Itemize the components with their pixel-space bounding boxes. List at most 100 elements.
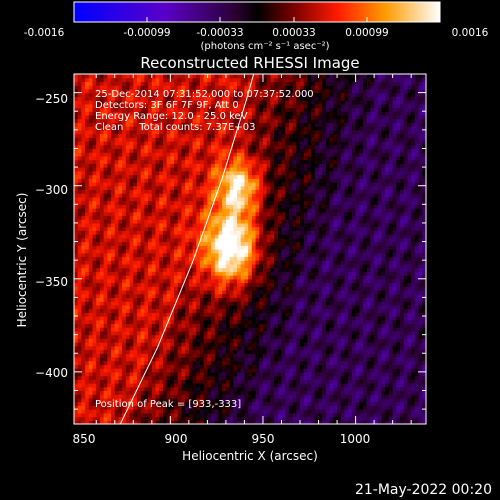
heatmap-cell [103, 304, 108, 310]
heatmap-cell [170, 215, 175, 220]
heatmap-cell [240, 100, 246, 105]
heatmap-cell [177, 390, 183, 395]
heatmap-cell [74, 319, 79, 325]
heatmap-cell [85, 178, 90, 183]
heatmap-cell [266, 77, 271, 83]
heatmap-cell [162, 401, 168, 406]
heatmap-cell [207, 196, 212, 202]
heatmap-cell [222, 379, 227, 384]
heatmap-cell [211, 103, 216, 109]
heatmap-cell [155, 356, 160, 362]
heatmap-cell [229, 364, 234, 369]
heatmap-cell [81, 289, 86, 295]
heatmap-cell [266, 148, 271, 153]
heatmap-cell [96, 375, 101, 380]
heatmap-cell [81, 345, 86, 351]
heatmap-cell [81, 155, 86, 161]
heatmap-cell [237, 196, 242, 202]
heatmap-cell [266, 222, 271, 228]
heatmap-cell [133, 371, 138, 377]
heatmap-cell [92, 222, 97, 228]
heatmap-cell [133, 383, 138, 388]
heatmap-cell [181, 278, 186, 284]
heatmap-cell [225, 193, 231, 198]
heatmap-cell [248, 237, 253, 243]
heatmap-cell [237, 386, 242, 392]
heatmap-cell [266, 278, 271, 284]
heatmap-cell [74, 122, 79, 127]
heatmap-cell [255, 234, 260, 239]
heatmap-cell [237, 88, 242, 94]
heatmap-cell [103, 383, 108, 388]
heatmap-cell [244, 155, 249, 161]
heatmap-cell [255, 375, 260, 380]
heatmap-cell [144, 312, 149, 317]
heatmap-cell [188, 189, 194, 194]
heatmap-cell [114, 129, 120, 135]
heatmap-cell [159, 196, 164, 202]
heatmap-cell [177, 327, 183, 332]
heatmap-cell [262, 252, 268, 258]
heatmap-cell [125, 122, 131, 127]
heatmap-cell [122, 96, 127, 101]
heatmap-cell [118, 222, 123, 228]
heatmap-cell [211, 390, 216, 395]
heatmap-cell [92, 394, 97, 399]
heatmap-cell [244, 211, 249, 217]
heatmap-cell [222, 126, 227, 131]
heatmap-cell [122, 107, 127, 112]
heatmap-cell [259, 96, 264, 101]
heatmap-cell [111, 167, 116, 172]
heatmap-cell [222, 371, 227, 377]
heatmap-cell [222, 301, 227, 306]
heatmap-cell [262, 215, 268, 220]
heatmap-cell [85, 185, 90, 191]
heatmap-cell [118, 111, 123, 116]
heatmap-cell [77, 342, 83, 347]
heatmap-cell [103, 371, 108, 377]
heatmap-cell [166, 401, 171, 406]
heatmap-cell [222, 167, 227, 172]
heatmap-cell [255, 252, 260, 258]
heatmap-cell [266, 293, 271, 298]
heatmap-cell [211, 330, 216, 336]
heatmap-cell [129, 278, 134, 284]
heatmap-cell [214, 275, 220, 280]
heatmap-cell [229, 122, 234, 127]
heatmap-cell [81, 174, 86, 179]
heatmap-cell [111, 181, 116, 187]
heatmap-cell [259, 245, 264, 250]
heatmap-cell [133, 137, 138, 142]
heatmap-cell [118, 338, 123, 343]
heatmap-cell [174, 334, 179, 339]
heatmap-cell [140, 178, 145, 183]
heatmap-cell [103, 319, 108, 325]
heatmap-cell [185, 170, 190, 176]
heatmap-cell [174, 342, 179, 347]
heatmap-cell [166, 360, 171, 366]
heatmap-cell [251, 379, 257, 384]
heatmap-cell [240, 114, 246, 120]
heatmap-cell [148, 189, 153, 194]
heatmap-cell [192, 211, 197, 217]
heatmap-cell [77, 405, 83, 410]
heatmap-cell [96, 416, 101, 421]
heatmap-cell [174, 155, 179, 161]
heatmap-cell [207, 107, 212, 112]
heatmap-cell [255, 111, 260, 116]
heatmap-cell [259, 163, 264, 168]
heatmap-cell [151, 196, 157, 202]
heatmap-cell [248, 330, 253, 336]
heatmap-cell [240, 304, 246, 310]
heatmap-cell [240, 368, 246, 373]
heatmap-cell [196, 401, 201, 406]
heatmap-cell [133, 379, 138, 384]
heatmap-cell [218, 241, 223, 246]
heatmap-cell [233, 286, 238, 291]
heatmap-cell [133, 416, 138, 421]
heatmap-cell [96, 193, 101, 198]
heatmap-cell [133, 334, 138, 339]
heatmap-cell [140, 159, 145, 164]
heatmap-cell [174, 196, 179, 202]
heatmap-cell [114, 371, 120, 377]
